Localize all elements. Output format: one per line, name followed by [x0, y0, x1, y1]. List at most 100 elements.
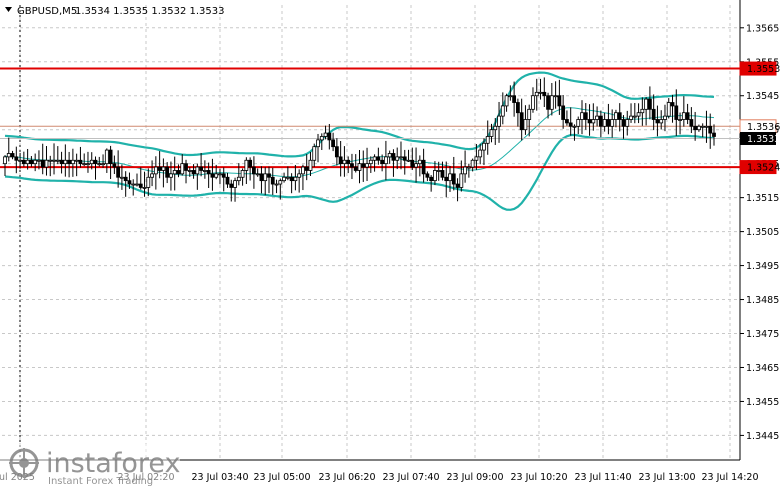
candle-body[interactable] — [350, 163, 354, 168]
candle-body[interactable] — [640, 108, 645, 114]
candle-body[interactable] — [402, 156, 407, 161]
candle-body[interactable] — [334, 146, 339, 158]
candle-body[interactable] — [195, 166, 200, 175]
candle-body[interactable] — [515, 102, 520, 114]
candle-body[interactable] — [165, 166, 170, 178]
horizontal-levels[interactable] — [0, 67, 740, 169]
candle-body[interactable] — [629, 115, 633, 120]
candle-body[interactable] — [301, 166, 305, 175]
candle-body[interactable] — [459, 173, 464, 188]
candle-body[interactable] — [474, 156, 479, 161]
candle-body[interactable] — [693, 125, 698, 131]
candle-body[interactable] — [101, 163, 105, 166]
candle-body[interactable] — [142, 187, 147, 189]
candle-body[interactable] — [519, 112, 524, 131]
candle-body[interactable] — [346, 159, 351, 165]
candle-body[interactable] — [512, 95, 517, 103]
candle-body[interactable] — [240, 170, 245, 178]
candle-body[interactable] — [659, 119, 664, 124]
candle-body[interactable] — [478, 149, 483, 158]
candle-body[interactable] — [33, 159, 38, 165]
candle-body[interactable] — [172, 170, 177, 175]
candle-body[interactable] — [406, 159, 411, 162]
candle-body[interactable] — [236, 176, 241, 182]
candle-body[interactable] — [489, 129, 494, 137]
candle-body[interactable] — [157, 166, 162, 171]
candle-body[interactable] — [161, 166, 166, 171]
candle-body[interactable] — [63, 159, 68, 165]
candle-body[interactable] — [497, 115, 501, 127]
candle-body[interactable] — [259, 173, 264, 182]
candle-body[interactable] — [10, 153, 15, 158]
candle-body[interactable] — [187, 170, 192, 172]
candle-body[interactable] — [86, 163, 90, 166]
candle-body[interactable] — [466, 166, 471, 169]
candle-body[interactable] — [549, 95, 554, 110]
candle-body[interactable] — [120, 176, 124, 179]
candle-body[interactable] — [372, 156, 377, 161]
candle-body[interactable] — [29, 159, 34, 165]
candle-body[interactable] — [135, 183, 139, 186]
candle-body[interactable] — [527, 108, 532, 120]
candle-body[interactable] — [621, 119, 626, 127]
candle-body[interactable] — [647, 98, 652, 110]
candle-body[interactable] — [233, 180, 237, 188]
candle-body[interactable] — [184, 163, 188, 171]
candle-body[interactable] — [25, 159, 30, 165]
candle-body[interactable] — [534, 91, 539, 97]
candle-body[interactable] — [357, 163, 362, 171]
candle-body[interactable] — [455, 183, 460, 188]
candle-body[interactable] — [451, 173, 456, 185]
candle-body[interactable] — [440, 170, 445, 178]
candle-body[interactable] — [376, 156, 381, 161]
candle-body[interactable] — [595, 115, 599, 120]
candle-body[interactable] — [681, 112, 686, 120]
candle-body[interactable] — [153, 166, 158, 175]
candle-body[interactable] — [504, 95, 509, 107]
candle-body[interactable] — [678, 119, 682, 121]
candle-body[interactable] — [214, 173, 219, 178]
candles[interactable] — [3, 77, 716, 202]
candle-body[interactable] — [583, 112, 588, 120]
candle-body[interactable] — [444, 176, 449, 182]
candle-body[interactable] — [365, 163, 369, 168]
candle-body[interactable] — [244, 159, 249, 171]
candle-body[interactable] — [40, 159, 45, 168]
candle-body[interactable] — [361, 163, 366, 168]
candle-body[interactable] — [191, 170, 196, 175]
candle-body[interactable] — [74, 159, 79, 162]
candle-body[interactable] — [252, 166, 256, 175]
candle-body[interactable] — [176, 170, 181, 175]
candle-body[interactable] — [67, 159, 72, 165]
candle-body[interactable] — [21, 159, 26, 165]
candle-body[interactable] — [531, 95, 535, 110]
candle-body[interactable] — [383, 156, 388, 165]
candle-body[interactable] — [557, 95, 562, 107]
candle-body[interactable] — [670, 102, 675, 107]
candle-body[interactable] — [225, 176, 230, 185]
candle-body[interactable] — [606, 119, 611, 127]
candle-body[interactable] — [614, 112, 618, 120]
candle-body[interactable] — [55, 159, 60, 162]
candle-body[interactable] — [285, 176, 290, 179]
candle-body[interactable] — [712, 132, 716, 137]
candle-body[interactable] — [97, 163, 102, 166]
candle-body[interactable] — [685, 112, 690, 120]
candle-body[interactable] — [319, 136, 324, 141]
candle-body[interactable] — [666, 102, 671, 117]
candle-body[interactable] — [436, 170, 441, 172]
candle-body[interactable] — [229, 183, 234, 188]
candle-body[interactable] — [150, 173, 154, 178]
candle-body[interactable] — [278, 180, 283, 185]
candle-body[interactable] — [523, 119, 528, 131]
candle-body[interactable] — [395, 156, 400, 161]
candle-body[interactable] — [282, 176, 286, 182]
candle-body[interactable] — [704, 125, 709, 128]
candle-body[interactable] — [708, 125, 713, 134]
candle-body[interactable] — [587, 119, 592, 124]
candle-body[interactable] — [500, 105, 505, 117]
candle-body[interactable] — [104, 149, 109, 165]
candle-body[interactable] — [82, 163, 87, 166]
candle-body[interactable] — [580, 112, 584, 120]
